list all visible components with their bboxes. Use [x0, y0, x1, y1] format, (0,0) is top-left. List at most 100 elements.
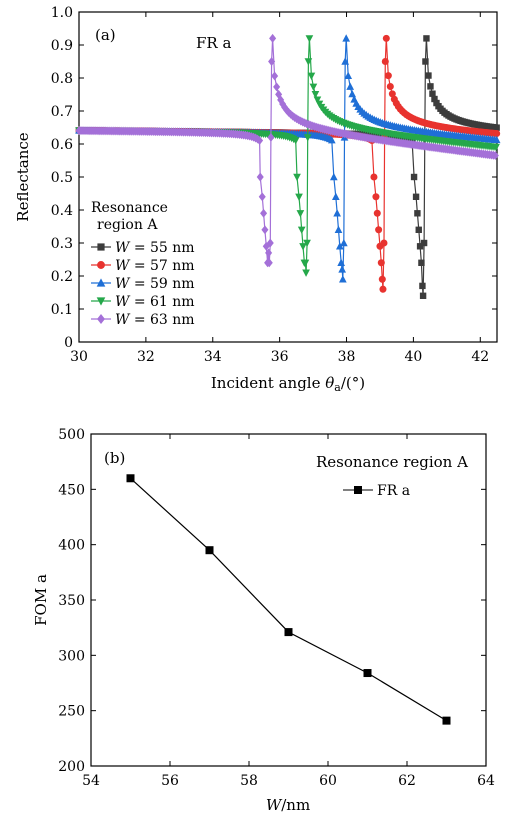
legend-marker — [96, 297, 106, 306]
legend-marker — [96, 278, 106, 287]
legend-label: W = 55 nm — [115, 240, 195, 256]
panel-b-x-tick-label: 56 — [161, 773, 179, 789]
data-point — [492, 135, 501, 144]
panel-b-x-axis-label: W/nm — [266, 796, 310, 814]
data-point — [412, 193, 420, 200]
data-point — [297, 226, 306, 234]
data-point — [346, 82, 355, 90]
panel-a-y-tick-label: 0.2 — [51, 269, 73, 285]
panel-a-annotation: FR a — [196, 34, 231, 52]
data-point — [331, 192, 340, 200]
data-point — [419, 282, 426, 290]
data-point — [327, 135, 336, 144]
data-point — [382, 34, 390, 42]
data-point — [408, 137, 416, 145]
data-point — [493, 130, 501, 138]
data-point — [301, 259, 310, 267]
data-point — [373, 209, 381, 217]
panel-a-y-tick-label: 0.5 — [51, 170, 73, 186]
data-point — [414, 210, 421, 217]
data-point — [339, 275, 347, 283]
data-point-fr-a — [126, 474, 135, 483]
data-point — [265, 258, 273, 268]
data-point — [273, 82, 281, 92]
data-point — [299, 243, 307, 251]
legend-label: W = 57 nm — [115, 258, 195, 274]
panel-a-y-tick-label: 0.8 — [51, 71, 73, 87]
panel-a-y-axis-label: Reflectance — [14, 132, 32, 221]
legend-marker — [97, 243, 105, 251]
panel-a-x-tick-label: 30 — [70, 349, 88, 365]
data-point — [420, 239, 428, 247]
data-point — [261, 225, 269, 235]
panel-b-series — [126, 474, 451, 725]
data-point — [425, 72, 432, 79]
data-point — [378, 275, 386, 283]
data-point — [267, 132, 275, 142]
legend-label: W = 59 nm — [115, 276, 195, 292]
panel-b-label: (b) — [104, 449, 125, 467]
data-point — [333, 209, 341, 217]
data-point — [342, 34, 351, 42]
panel-a-y-tick-label: 0.7 — [51, 104, 73, 120]
panel-a-x-ticks: 30 32 34 36 38 40 42 — [70, 12, 489, 365]
data-point — [410, 173, 418, 181]
data-point — [388, 90, 396, 98]
panel-b-x-tick-label: 58 — [240, 773, 258, 789]
data-point — [334, 225, 343, 233]
panel-a-x-tick-label: 32 — [137, 349, 155, 365]
data-point — [381, 57, 389, 66]
legend-label: W = 63 nm — [115, 312, 195, 328]
data-point — [313, 96, 322, 104]
legend-title-line-2: region A — [97, 217, 158, 233]
series-line — [79, 38, 497, 273]
data-point — [337, 258, 346, 266]
panel-a-x-tick-label: 34 — [204, 349, 222, 365]
panel-a-y-tick-label: 0 — [64, 335, 73, 351]
data-point — [427, 83, 434, 90]
panel-b-y-ticks: 200 250 300 350 400 450 500 — [58, 427, 486, 775]
panel-b-y-axis-label: FOM a — [32, 574, 50, 626]
panel-a-y-tick-label: 0.6 — [51, 137, 73, 153]
panel-b-x-tick-label: 62 — [398, 773, 416, 789]
panel-b-x-tick-label: 54 — [82, 773, 100, 789]
data-point — [260, 208, 268, 218]
panel-a-x-tick-label: 38 — [338, 349, 356, 365]
data-point — [492, 143, 500, 152]
data-point-fr-a — [442, 716, 451, 725]
data-point — [340, 238, 348, 247]
data-point — [418, 259, 425, 266]
data-point-fr-a — [363, 669, 372, 678]
data-point — [305, 35, 314, 43]
data-point — [415, 226, 422, 233]
panel-b-x-ticks: 54 56 58 60 62 64 — [82, 434, 495, 789]
data-point — [431, 95, 438, 103]
data-point — [309, 83, 318, 91]
data-point — [416, 243, 424, 250]
panel-b-y-tick-label: 400 — [58, 538, 85, 554]
legend-marker — [97, 313, 105, 325]
data-point — [279, 99, 287, 109]
data-point — [341, 57, 350, 65]
data-point — [379, 285, 387, 293]
legend-label: W = 61 nm — [115, 294, 195, 310]
data-point — [380, 239, 388, 247]
panel-b-legend: FR a — [343, 483, 410, 499]
data-point — [303, 239, 311, 248]
data-point — [491, 151, 499, 160]
data-point — [256, 172, 264, 182]
panel-b-y-tick-label: 350 — [58, 593, 85, 609]
legend-marker — [97, 261, 105, 269]
data-point — [258, 192, 266, 202]
data-point-fr-a — [284, 628, 293, 637]
data-point — [311, 91, 320, 99]
data-point — [329, 172, 338, 181]
data-point — [307, 72, 316, 81]
data-point — [419, 292, 427, 299]
legend-title-line-1: Resonance — [91, 200, 168, 216]
panel-b-y-tick-label: 500 — [58, 427, 85, 443]
panel-a-y-tick-label: 0.1 — [51, 302, 73, 318]
data-point — [293, 173, 301, 182]
data-point — [384, 72, 392, 80]
